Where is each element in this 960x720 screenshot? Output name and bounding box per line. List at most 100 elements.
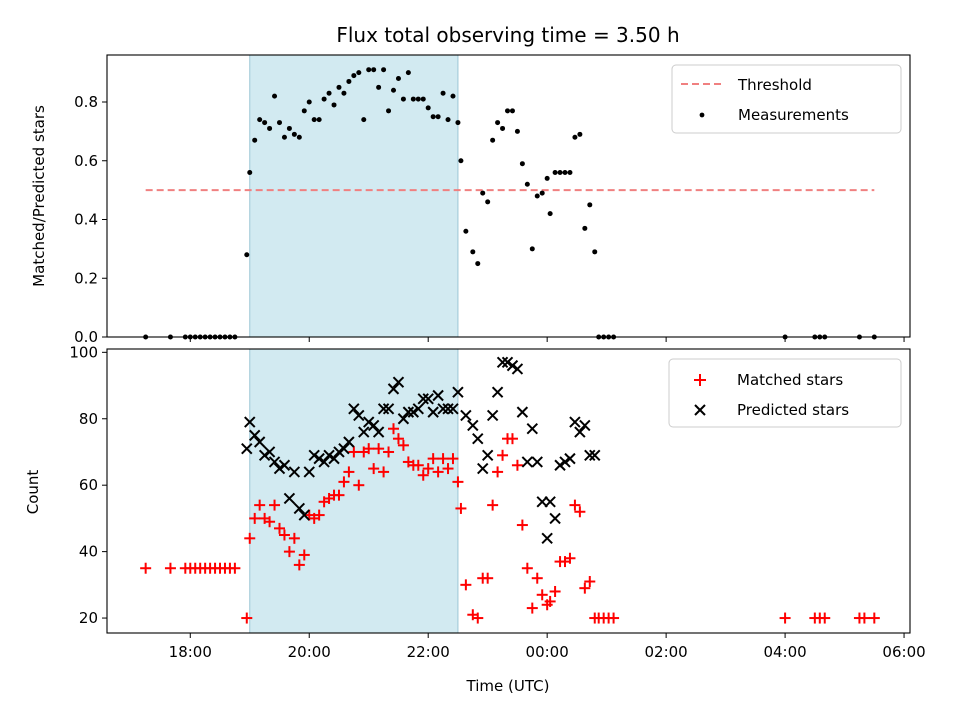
matched-star-point <box>516 519 528 531</box>
matched-star-point <box>549 585 561 597</box>
measurement-point <box>366 67 372 73</box>
matched-star-point <box>392 433 404 445</box>
bottom-ytick-label: 40 <box>79 543 98 561</box>
bottom-ytick-label: 80 <box>79 410 98 428</box>
top-legend-box <box>671 64 902 134</box>
measurement-point <box>244 252 250 258</box>
predicted-star-point <box>544 496 556 508</box>
predicted-star-point <box>313 452 325 465</box>
xtick-label: 18:00 <box>169 643 212 661</box>
top-ytick-label: 0.6 <box>74 152 98 170</box>
predicted-star-point <box>564 452 576 465</box>
predicted-star-point <box>288 466 301 478</box>
predicted-star-point <box>452 386 464 398</box>
predicted-star-point <box>387 383 400 395</box>
matched-star-point <box>432 466 444 478</box>
predicted-star-point <box>241 442 253 455</box>
measurement-point <box>475 261 481 267</box>
measurement-point <box>331 102 337 108</box>
predicted-star-point <box>427 406 439 418</box>
measurement-point <box>321 96 327 102</box>
predicted-star-point <box>422 393 434 405</box>
predicted-star-point <box>521 456 534 468</box>
xtick-label: 02:00 <box>645 643 688 661</box>
top-observing-window <box>249 54 459 338</box>
measurement-point <box>262 120 268 126</box>
predicted-star-point <box>397 413 410 425</box>
predicted-star-point <box>559 456 571 468</box>
matched-star-point <box>511 459 523 471</box>
predicted-star-point <box>506 359 519 372</box>
top-ytick-label: 0.8 <box>74 93 98 111</box>
measurement-point <box>435 114 441 120</box>
measurement-point <box>351 73 357 79</box>
matched-star-point <box>482 572 494 584</box>
matched-star-point <box>244 532 256 544</box>
predicted-star-point <box>437 403 449 415</box>
predicted-star-point <box>298 509 310 521</box>
measurement-point <box>552 170 558 175</box>
measurement-point <box>470 249 476 255</box>
measurement-point <box>381 67 387 73</box>
measurement-point <box>562 170 568 175</box>
measurement-point <box>524 181 530 187</box>
matched-star-point <box>363 443 375 455</box>
measurement-point <box>301 108 307 114</box>
matched-star-point <box>241 612 253 624</box>
matched-star-point <box>264 516 276 528</box>
predicted-star-point <box>293 502 306 515</box>
matched-star-point <box>531 572 543 584</box>
matched-star-point <box>569 499 581 511</box>
matched-star-point <box>249 512 261 524</box>
measurement-point <box>405 70 411 76</box>
matched-star-point <box>506 433 518 445</box>
measurement-point <box>514 128 520 134</box>
measurement-point <box>430 114 436 120</box>
matched-star-point <box>442 463 454 475</box>
measurement-point <box>420 96 426 102</box>
predicted-star-point <box>472 432 484 445</box>
legend-predicted-swatch <box>694 404 706 416</box>
predicted-star-point <box>501 356 514 368</box>
measurement-point <box>272 93 278 99</box>
measurement-point <box>306 99 312 105</box>
matched-star-point <box>564 552 576 564</box>
measurement-point <box>592 249 598 255</box>
predicted-star-point <box>579 419 591 432</box>
measurement-point <box>485 199 491 205</box>
measurement-point <box>577 131 583 137</box>
matched-star-point <box>584 576 596 588</box>
predicted-star-point <box>244 416 256 428</box>
predicted-star-point <box>268 456 281 468</box>
measurement-point <box>587 202 593 208</box>
measurement-point <box>257 117 263 123</box>
measurement-point <box>286 125 292 131</box>
measurement-point <box>450 93 456 99</box>
matched-star-point <box>383 446 395 458</box>
measurement-point <box>356 70 362 76</box>
chart-title: Flux total observing time = 3.50 h <box>336 23 679 47</box>
predicted-star-point <box>328 452 340 465</box>
predicted-star-point <box>283 492 296 505</box>
top-ytick-label: 0.0 <box>74 328 98 346</box>
measurement-point <box>391 87 397 93</box>
matched-star-point <box>460 579 472 591</box>
legend-matched-label: Matched stars <box>737 371 843 389</box>
measurement-point <box>582 225 588 231</box>
measurement-point <box>291 131 297 137</box>
predicted-star-point <box>417 393 429 405</box>
predicted-star-point <box>377 403 390 415</box>
matched-star-point <box>779 612 791 624</box>
measurement-point <box>316 117 322 123</box>
measurement-point <box>371 67 377 73</box>
predicted-star-point <box>249 429 261 442</box>
bottom-panel-frame <box>106 348 911 634</box>
matched-star-point <box>373 443 385 455</box>
legend-measurements-label: Measurements <box>738 106 849 124</box>
matched-star-point <box>455 502 467 514</box>
top-ytick-label: 0.2 <box>74 269 98 287</box>
matched-star-point <box>388 423 400 435</box>
predicted-star-point <box>358 426 370 438</box>
matched-star-point <box>412 459 424 471</box>
matched-star-point <box>447 453 459 465</box>
